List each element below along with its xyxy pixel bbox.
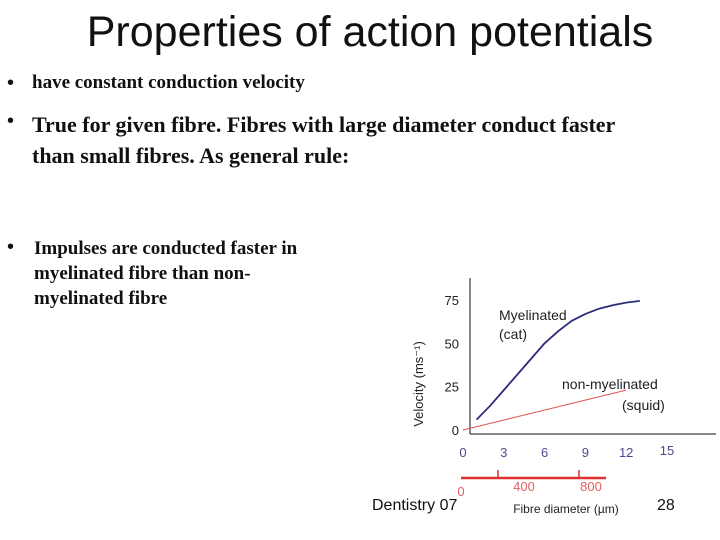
y-tick-label: 75 <box>445 293 459 308</box>
annotation-myelinated: Myelinated <box>499 307 567 323</box>
bullet-constant-velocity: have constant conduction velocity <box>32 72 305 93</box>
bullet-line: than small fibres. As general rule: <box>32 143 350 168</box>
bullet-diameter-rule: True for given fibre. Fibres with large … <box>32 109 720 171</box>
x-tick-label: 0 <box>459 445 466 460</box>
x-tick-label: 6 <box>541 445 548 460</box>
y-axis-label: Velocity (ms⁻¹) <box>411 341 426 427</box>
y-tick-label: 25 <box>445 380 459 395</box>
x-tick-label: 9 <box>582 445 589 460</box>
bullet-marker: • <box>7 110 15 132</box>
bullet-marker: • <box>7 236 15 258</box>
bullet-myelinated-faster: Impulses are conducted faster in myelina… <box>34 238 298 309</box>
bullet-line: True for given fibre. Fibres with large … <box>32 112 616 137</box>
x-tick-label: 3 <box>500 445 507 460</box>
annotation-non-myelinated: non-myelinated <box>562 376 658 392</box>
slide-title: Properties of action potentials <box>86 8 654 56</box>
x2-tick-label: 0 <box>457 484 464 499</box>
x2-tick-label: 800 <box>580 479 602 494</box>
x2-tick-label: 400 <box>513 479 535 494</box>
x-tick-label: 15 <box>660 443 674 458</box>
y-tick-label: 50 <box>445 336 459 351</box>
x-axis-label: Fibre diameter (µm) <box>513 502 619 516</box>
series-line-non-myelinated <box>462 389 627 431</box>
annotation-cat: (cat) <box>499 326 527 342</box>
series-line-myelinated <box>475 300 640 421</box>
footer-course: Dentistry 07 <box>372 497 458 514</box>
y-tick-label: 0 <box>452 423 459 438</box>
annotation-squid: (squid) <box>622 397 665 413</box>
page-number: 28 <box>657 497 675 514</box>
x-tick-label: 12 <box>619 445 633 460</box>
bullet-marker: • <box>7 72 15 94</box>
